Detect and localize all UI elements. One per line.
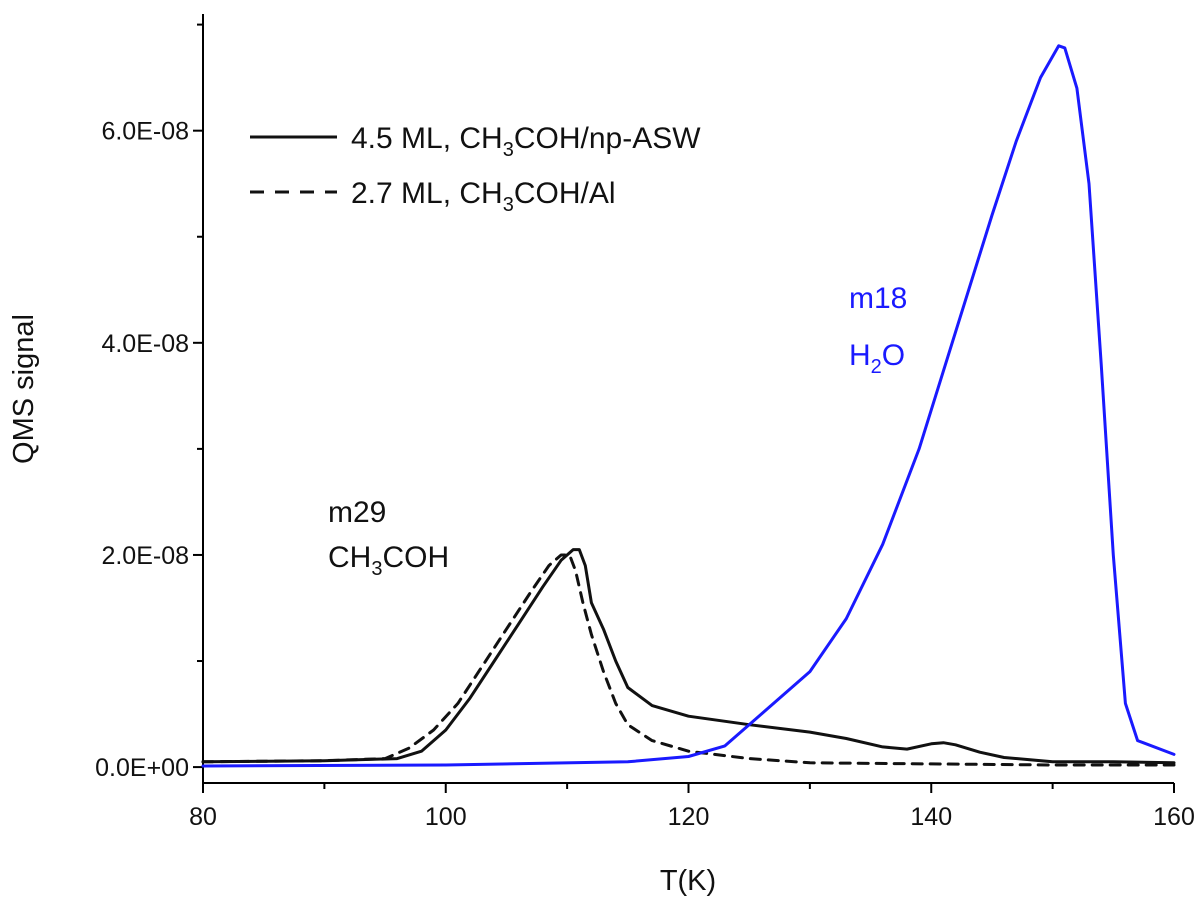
x-tick-label: 80 bbox=[189, 803, 217, 831]
annotation-m29-label: m29 bbox=[328, 496, 386, 529]
y-tick-label: 6.0E-08 bbox=[101, 118, 189, 146]
legend-label-al: 2.7 ML, CH3COH/Al bbox=[351, 177, 616, 216]
annotation-m18: m18 H2O bbox=[849, 282, 907, 378]
annotation-m29-formula-a: CH bbox=[328, 541, 371, 574]
series-line-np-asw bbox=[201, 548, 1176, 765]
y-tick-label: 4.0E-08 bbox=[101, 330, 189, 358]
annotation-m29-formula-sub: 3 bbox=[371, 558, 382, 580]
x-tick-label: 120 bbox=[668, 803, 710, 831]
annotation-m18-formula: H2O bbox=[849, 339, 905, 378]
series-line-al bbox=[201, 553, 1176, 767]
ticks: 80 100 120 140 160 0.0E+00 2.0E-08 4.0E-08 6.0E-… bbox=[95, 23, 1195, 831]
annotation-m18-formula-a: H bbox=[849, 339, 871, 372]
legend: 4.5 ML, CH3COH/np-ASW 2.7 ML, CH3COH/Al bbox=[250, 122, 701, 216]
x-tick-label: 140 bbox=[910, 803, 952, 831]
y-tick-label: 2.0E-08 bbox=[101, 542, 189, 570]
legend-label-np-asw-b: COH/np-ASW bbox=[514, 122, 701, 155]
legend-label-np-asw-sub: 3 bbox=[503, 139, 514, 161]
annotation-m18-label: m18 bbox=[849, 282, 907, 315]
annotation-m18-formula-sub: 2 bbox=[871, 356, 882, 378]
annotation-m18-formula-b: O bbox=[882, 339, 905, 372]
series-layer bbox=[201, 44, 1176, 768]
y-tick-label: 0.0E+00 bbox=[95, 754, 189, 782]
legend-label-al-b: COH/Al bbox=[514, 177, 616, 210]
x-tick-label: 100 bbox=[425, 803, 467, 831]
annotation-m29: m29 CH3COH bbox=[328, 496, 449, 580]
x-axis-title: T(K) bbox=[660, 865, 716, 897]
series-line-h2o bbox=[201, 44, 1176, 768]
legend-label-al-sub: 3 bbox=[503, 194, 514, 216]
legend-label-al-a: 2.7 ML, CH bbox=[351, 177, 503, 210]
legend-label-np-asw-a: 4.5 ML, CH bbox=[351, 122, 503, 155]
annotation-m29-formula: CH3COH bbox=[328, 541, 449, 580]
legend-label-np-asw: 4.5 ML, CH3COH/np-ASW bbox=[351, 122, 701, 161]
y-axis-title: QMS signal bbox=[8, 314, 40, 464]
x-tick-label: 160 bbox=[1153, 803, 1195, 831]
annotation-m29-formula-b: COH bbox=[382, 541, 449, 574]
